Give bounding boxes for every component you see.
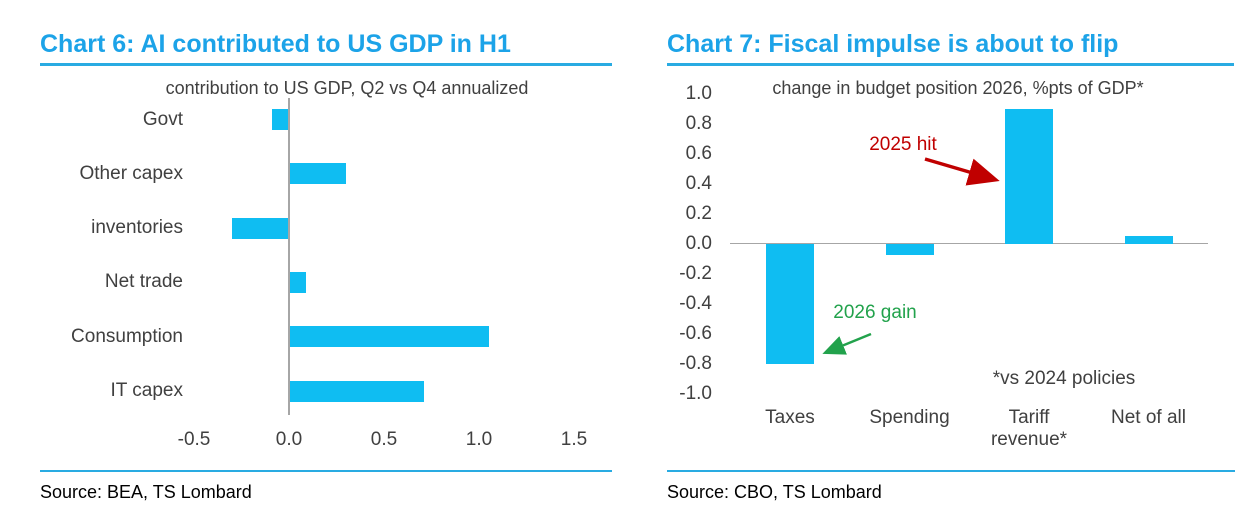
category-label: inventories [91,217,183,239]
y-tick-label: 0.8 [685,112,712,134]
bar-govt [271,109,289,130]
category-label: Net trade [104,271,183,293]
x-tick-label: 0.5 [370,429,398,450]
bar-taxes [766,244,814,365]
bar-other-capex [289,163,346,185]
category-label: Govt [142,108,183,130]
bar-spending [885,244,934,255]
y-tick-label: -0.8 [679,352,712,374]
chart-7-title: Chart 7: Fiscal impulse is about to flip [667,30,1119,58]
x-tick-label: 0.0 [275,429,303,450]
chart-7-source: Source: CBO, TS Lombard [667,482,882,502]
x-tick-label: 1.5 [560,429,588,450]
arrow-2025-hit [924,157,1000,186]
y-tick-label: 0.6 [685,142,712,164]
bar-consumption [289,326,489,348]
y-axis-line [288,98,290,415]
annotation-footnote-vs-2024-policies: *vs 2024 policies [992,368,1136,389]
y-tick-label: -0.6 [679,322,712,344]
category-label: IT capex [110,380,183,401]
x-tick-label: -0.5 [177,429,211,450]
y-tick-label: -1.0 [679,382,712,404]
chart-7-source-divider [667,470,1235,472]
y-tick-label: 0.4 [685,172,712,194]
y-tick-label: -0.4 [679,292,712,314]
y-tick-label: 1.0 [685,82,712,104]
bar-inventories [232,217,289,239]
category-label: Consumption [71,325,183,347]
bar-tariff-revenue- [1005,108,1053,244]
bar-it-capex [289,380,424,402]
chart-6-source: Source: BEA, TS Lombard [40,482,252,502]
chart-6-source-divider [40,470,612,472]
chart-7-subtitle: change in budget position 2026, %pts of … [772,78,1144,98]
chart-6-subtitle: contribution to US GDP, Q2 vs Q4 annuali… [165,78,529,98]
bar-net-trade [289,271,307,293]
chart-7-title-underline [667,63,1234,66]
y-tick-label: 0.0 [685,232,712,254]
chart-6-title: Chart 6: AI contributed to US GDP in H1 [40,30,511,58]
chart-6-title-underline [40,63,612,66]
annotation-2026-gain: 2026 gain [833,302,917,323]
category-label: Tariff revenue* [990,407,1068,450]
category-label: Spending [869,407,950,428]
y-tick-label: 0.2 [685,202,712,224]
arrow-2026-gain [822,332,872,355]
category-label: Net of all [1111,407,1186,428]
x-axis-line [730,242,1208,245]
annotation-2025-hit: 2025 hit [869,134,937,155]
x-tick-label: 1.0 [465,429,493,450]
category-label: Taxes [765,407,815,428]
y-tick-label: -0.2 [679,262,712,284]
bar-net-of-all [1124,236,1173,244]
category-label: Other capex [79,162,184,184]
